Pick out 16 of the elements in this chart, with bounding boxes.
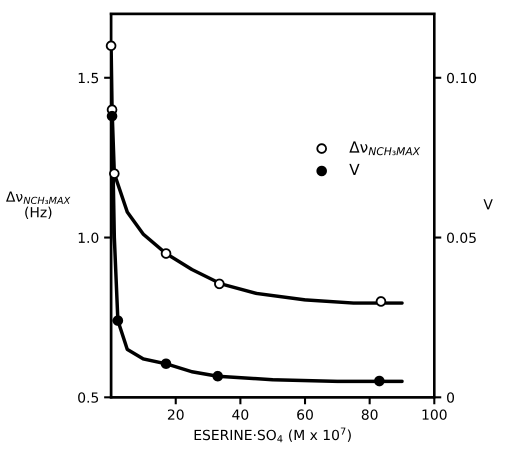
y2-tick-label: 0.10 bbox=[447, 72, 476, 84]
x-axis-title: ESERINE·SO$_{4}$ (M x 10$^{7}$) bbox=[194, 428, 351, 442]
x-tick-label: 100 bbox=[422, 409, 447, 420]
legend-label: V bbox=[349, 164, 360, 176]
x-tick-label: 80 bbox=[362, 409, 378, 420]
y2-tick-label: 0 bbox=[447, 392, 454, 403]
y2-axis-title: V bbox=[484, 199, 493, 210]
y-tick-label: 1.5 bbox=[78, 72, 98, 84]
y-tick-label: 0.5 bbox=[78, 392, 98, 403]
y-axis-title: Δν$_{NCH₃MAX}$ (Hz) bbox=[6, 192, 70, 220]
y2-tick-label: 0.05 bbox=[447, 232, 476, 244]
x-tick-label: 40 bbox=[232, 409, 248, 420]
legend-label: Δν$_{NCH₃MAX}$ bbox=[349, 141, 420, 156]
y-tick-label: 1.0 bbox=[78, 232, 98, 244]
x-tick-label: 20 bbox=[168, 409, 184, 420]
x-tick-label: 60 bbox=[297, 409, 313, 420]
